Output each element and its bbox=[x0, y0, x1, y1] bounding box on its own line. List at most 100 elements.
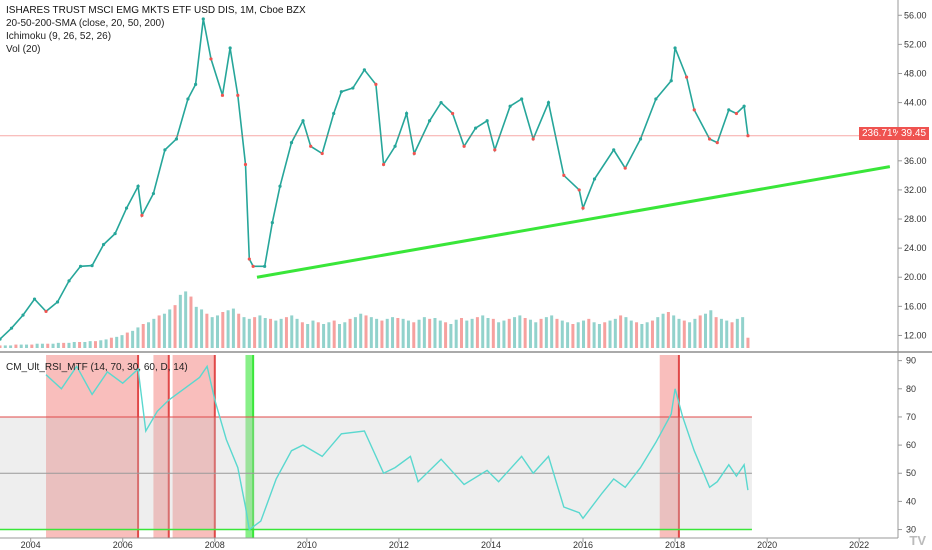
volume-bar bbox=[9, 345, 13, 348]
rsi-highlight-zone bbox=[245, 355, 254, 538]
price-point bbox=[393, 144, 397, 148]
volume-bar bbox=[253, 317, 257, 348]
price-point bbox=[581, 206, 585, 210]
price-point bbox=[508, 104, 512, 108]
volume-bar bbox=[162, 313, 166, 348]
price-tick-label: 16.00 bbox=[904, 301, 927, 311]
price-point bbox=[474, 126, 478, 130]
rsi-highlight-zone bbox=[153, 355, 169, 538]
price-point bbox=[623, 166, 627, 170]
volume-bar bbox=[194, 306, 198, 348]
rsi-highlight-zones bbox=[46, 355, 680, 538]
volume-bar bbox=[215, 315, 219, 348]
study-volume-label[interactable]: Vol (20) bbox=[6, 44, 41, 55]
tradingview-logo: TV bbox=[909, 533, 926, 548]
trendline[interactable] bbox=[256, 165, 891, 279]
volume-bar bbox=[147, 322, 151, 348]
volume-bar bbox=[178, 294, 182, 348]
volume-bar bbox=[741, 317, 745, 348]
price-point bbox=[136, 184, 140, 188]
rsi-highlight-zone bbox=[46, 355, 139, 538]
price-point bbox=[462, 144, 466, 148]
volume-bar bbox=[682, 320, 686, 348]
volume-bar bbox=[518, 315, 522, 348]
volume-bar bbox=[184, 291, 188, 348]
volume-bar bbox=[46, 343, 50, 348]
volume-bar bbox=[78, 342, 82, 348]
symbol-title[interactable]: ISHARES TRUST MSCI EMG MKTS ETF USD DIS,… bbox=[6, 5, 306, 16]
study-ichimoku-label[interactable]: Ichimoku (9, 26, 52, 26) bbox=[6, 31, 112, 42]
price-point bbox=[546, 100, 551, 105]
volume-bar bbox=[422, 317, 426, 348]
volume-bar bbox=[247, 318, 251, 348]
price-point bbox=[163, 148, 167, 152]
volume-bars bbox=[0, 291, 750, 348]
close-price-line bbox=[0, 18, 749, 340]
price-point bbox=[439, 100, 443, 105]
volume-bar bbox=[497, 322, 501, 348]
volume-bar bbox=[475, 317, 479, 348]
volume-bar bbox=[0, 345, 2, 348]
volume-bar bbox=[587, 318, 591, 348]
rsi-study-label[interactable]: CM_Ult_RSI_MTF (14, 70, 30, 60, D, 14) bbox=[6, 362, 188, 373]
chart-legend: ISHARES TRUST MSCI EMG MKTS ETF USD DIS,… bbox=[6, 4, 306, 56]
time-tick-label: 2018 bbox=[665, 540, 685, 550]
price-tick-label: 20.00 bbox=[904, 272, 927, 282]
price-point bbox=[592, 177, 597, 181]
price-point bbox=[151, 191, 156, 196]
time-tick-label: 2010 bbox=[297, 540, 317, 550]
volume-bar bbox=[295, 318, 299, 348]
price-point bbox=[339, 90, 343, 94]
volume-bar bbox=[226, 310, 230, 348]
volume-bar bbox=[109, 337, 113, 348]
volume-bar bbox=[93, 341, 97, 348]
support-trendline[interactable] bbox=[256, 165, 891, 279]
rsi-pane bbox=[0, 364, 752, 531]
price-point bbox=[55, 300, 60, 304]
price-point bbox=[669, 79, 673, 83]
price-point bbox=[332, 111, 336, 116]
volume-bar bbox=[25, 344, 29, 348]
volume-bar bbox=[327, 322, 331, 348]
volume-bar bbox=[99, 340, 103, 348]
volume-bar bbox=[433, 318, 437, 348]
volume-bar bbox=[539, 318, 543, 348]
volume-bar bbox=[428, 318, 432, 348]
price-tick-label: 24.00 bbox=[904, 243, 927, 253]
volume-bar bbox=[401, 318, 405, 348]
volume-bar bbox=[661, 313, 665, 348]
volume-bar bbox=[343, 322, 347, 348]
volume-bar bbox=[566, 322, 570, 348]
price-point bbox=[174, 137, 179, 141]
volume-bar bbox=[83, 342, 87, 348]
volume-bar bbox=[730, 322, 734, 348]
volume-bar bbox=[640, 324, 644, 348]
price-point bbox=[684, 75, 689, 79]
study-sma-label[interactable]: 20-50-200-SMA (close, 20, 50, 200) bbox=[6, 18, 165, 29]
price-point bbox=[67, 279, 71, 283]
price-tick-label: 56.00 bbox=[904, 10, 927, 20]
pct-change-tag: 236.71% bbox=[859, 127, 905, 140]
price-point bbox=[351, 86, 355, 90]
time-tick-label: 2014 bbox=[481, 540, 501, 550]
rsi-tick-label: 70 bbox=[906, 412, 916, 422]
price-point bbox=[562, 173, 566, 177]
volume-bar bbox=[263, 318, 267, 348]
volume-bar bbox=[316, 322, 320, 348]
volume-bar bbox=[555, 318, 559, 348]
volume-bar bbox=[14, 344, 18, 348]
volume-bar bbox=[465, 320, 469, 348]
volume-bar bbox=[380, 320, 384, 348]
price-point bbox=[32, 297, 37, 301]
price-point bbox=[427, 119, 432, 123]
price-point bbox=[247, 257, 251, 261]
price-point bbox=[236, 93, 240, 97]
volume-bar bbox=[141, 324, 145, 348]
volume-bar bbox=[704, 313, 708, 348]
volume-bar bbox=[51, 343, 55, 348]
rsi-tick-label: 80 bbox=[906, 384, 916, 394]
volume-bar bbox=[104, 339, 108, 348]
volume-bar bbox=[56, 342, 60, 348]
volume-bar bbox=[698, 315, 702, 348]
